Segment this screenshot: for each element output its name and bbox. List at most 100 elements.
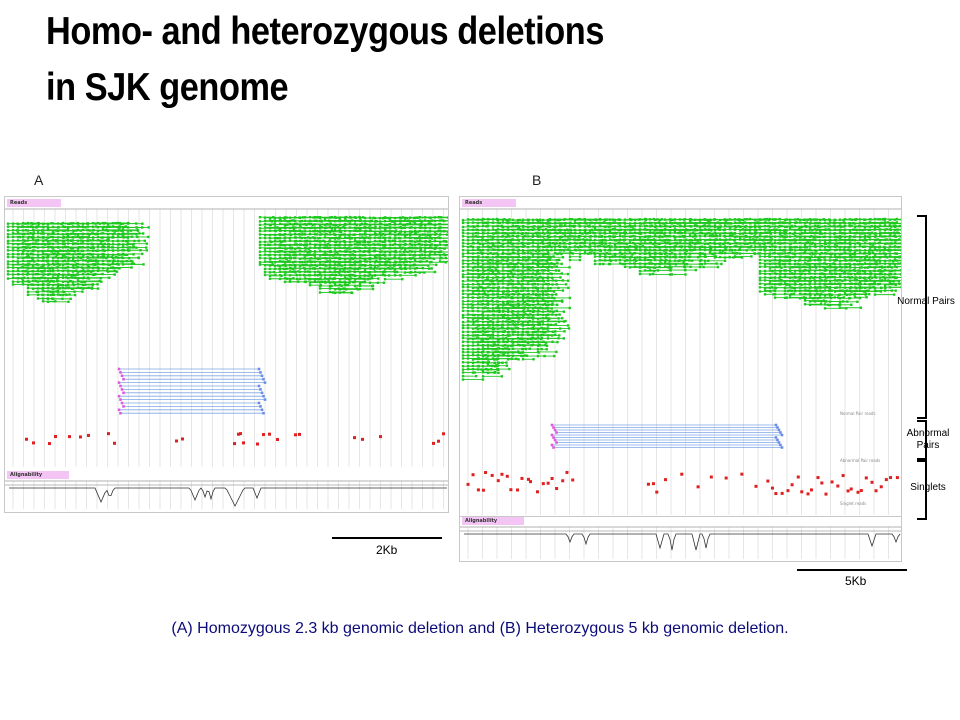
normal-read <box>81 245 85 249</box>
normal-read <box>461 354 465 357</box>
normal-read <box>388 253 392 256</box>
normal-read <box>111 221 115 225</box>
normal-read <box>471 371 475 374</box>
normal-read <box>501 242 505 245</box>
normal-read <box>303 227 307 230</box>
normal-read <box>363 257 367 261</box>
normal-read <box>446 230 448 233</box>
normal-read <box>71 242 75 246</box>
normal-read <box>466 344 470 347</box>
normal-read <box>313 263 317 267</box>
normal-read <box>313 233 317 236</box>
normal-read <box>506 326 510 330</box>
normal-read <box>308 232 312 236</box>
normal-read <box>491 313 495 317</box>
normal-read <box>11 239 15 242</box>
normal-read <box>323 240 327 243</box>
normal-read <box>328 237 332 240</box>
normal-read <box>278 264 282 267</box>
normal-read <box>486 358 490 361</box>
normal-read <box>393 236 397 240</box>
abnormal-pair-end <box>263 398 267 401</box>
singlet-read <box>239 432 242 436</box>
normal-read <box>481 333 485 336</box>
normal-read <box>466 249 470 252</box>
normal-read <box>501 258 505 262</box>
normal-read <box>21 235 25 239</box>
normal-read <box>91 283 95 287</box>
normal-read <box>363 246 367 249</box>
normal-read <box>506 293 510 296</box>
normal-read <box>76 225 80 228</box>
normal-read <box>263 226 267 229</box>
normal-read <box>51 262 55 266</box>
normal-read <box>288 230 292 233</box>
normal-read <box>86 260 90 263</box>
normal-read <box>113 269 117 273</box>
normal-read <box>36 250 40 253</box>
normal-read <box>481 316 485 319</box>
normal-read <box>430 267 433 270</box>
normal-read <box>461 306 465 309</box>
normal-read <box>348 280 352 283</box>
normal-read <box>11 263 15 267</box>
normal-read <box>330 229 334 232</box>
normal-read <box>145 249 149 252</box>
normal-read <box>481 266 485 269</box>
normal-read <box>273 264 277 267</box>
normal-read <box>283 280 287 284</box>
normal-read <box>496 265 500 269</box>
normal-read <box>318 240 322 243</box>
normal-read <box>350 236 354 240</box>
normal-read <box>41 286 45 290</box>
normal-read <box>481 248 485 252</box>
normal-read <box>466 289 470 292</box>
normal-read <box>16 226 20 229</box>
normal-read <box>491 344 495 347</box>
normal-read <box>66 245 70 249</box>
normal-read <box>403 266 407 270</box>
normal-read <box>363 274 367 277</box>
normal-read <box>293 216 297 219</box>
normal-read <box>491 357 495 360</box>
normal-read <box>56 293 60 296</box>
normal-read <box>308 236 312 240</box>
normal-read <box>438 229 442 232</box>
abnormal-pair-end <box>120 388 124 391</box>
normal-read <box>26 276 30 280</box>
normal-read <box>408 243 412 246</box>
normal-read <box>466 367 470 371</box>
normal-read <box>494 266 497 269</box>
normal-read <box>28 280 31 284</box>
normal-read <box>317 230 320 233</box>
normal-read <box>485 330 488 333</box>
panel-a-reads-track <box>5 208 448 509</box>
normal-read <box>328 264 332 267</box>
normal-read <box>471 225 475 228</box>
normal-read <box>36 235 40 239</box>
normal-read <box>511 238 515 241</box>
normal-read <box>363 216 367 220</box>
normal-read <box>486 340 490 344</box>
normal-read <box>323 260 327 264</box>
normal-read <box>293 222 297 226</box>
normal-read <box>388 264 392 267</box>
normal-read <box>145 246 148 249</box>
normal-read <box>106 229 110 233</box>
normal-read <box>501 239 505 242</box>
normal-read <box>408 216 412 219</box>
normal-read <box>258 229 262 233</box>
normal-read <box>328 260 332 263</box>
normal-read <box>51 246 55 249</box>
normal-read <box>106 236 110 239</box>
singlet-read <box>68 435 71 439</box>
normal-read <box>328 239 332 243</box>
normal-read <box>288 243 292 247</box>
normal-read <box>476 350 480 354</box>
normal-read <box>116 253 120 256</box>
normal-read <box>363 250 367 253</box>
normal-read <box>368 273 372 277</box>
normal-read <box>71 232 75 235</box>
normal-read <box>76 262 80 266</box>
normal-read <box>380 250 383 253</box>
